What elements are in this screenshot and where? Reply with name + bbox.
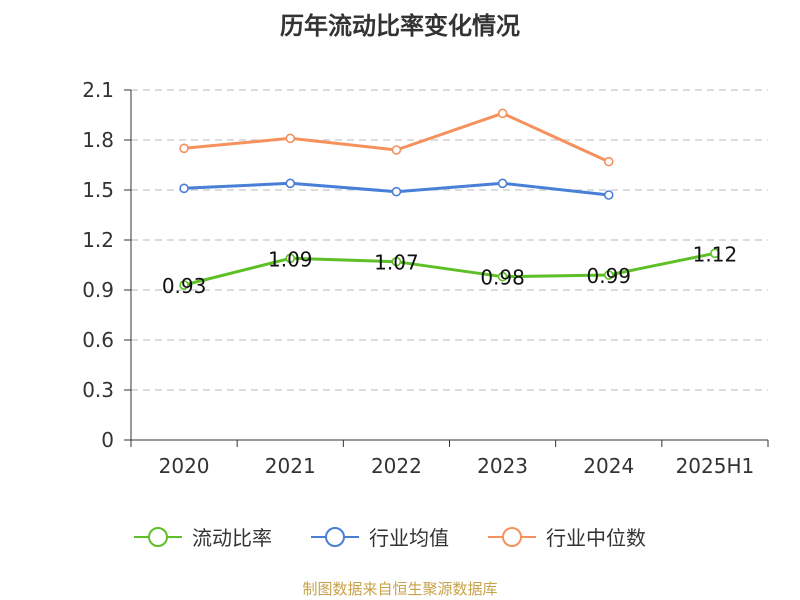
data-point[interactable]	[179, 280, 189, 290]
y-tick-label: 2.1	[82, 78, 114, 102]
data-labels: 0.93 1.09 1.07 0.98 0.99 1.12	[162, 242, 737, 298]
legend-marker	[148, 527, 168, 547]
data-point[interactable]	[391, 186, 402, 197]
legend-label: 行业中位数	[546, 526, 646, 550]
chart-title: 历年流动比率变化情况	[280, 12, 520, 40]
data-label: 0.93	[162, 274, 207, 298]
x-tick-label: 2025H1	[676, 454, 755, 478]
y-tick-label: 0	[101, 428, 114, 452]
data-point[interactable]	[179, 143, 189, 154]
data-point[interactable]	[391, 145, 402, 155]
x-tick-label: 2020	[159, 454, 210, 478]
y-tick-label: 1.8	[82, 128, 114, 152]
data-point[interactable]	[285, 178, 296, 189]
data-point[interactable]	[603, 156, 614, 167]
legend[interactable]: 流动比率 行业均值 行业中位数	[134, 526, 646, 550]
data-label: 1.09	[268, 247, 313, 271]
x-tick-label: 2023	[477, 454, 528, 478]
legend-item[interactable]: 行业中位数	[488, 526, 646, 550]
series-group	[179, 108, 720, 290]
y-tick-label: 0.6	[82, 328, 114, 352]
grid	[131, 89, 768, 391]
legend-label: 行业均值	[369, 526, 449, 550]
data-label: 1.12	[693, 242, 738, 266]
y-tick-label: 0.9	[82, 278, 114, 302]
data-label: 0.99	[586, 264, 631, 288]
legend-label: 流动比率	[192, 526, 272, 550]
series-line	[183, 251, 716, 287]
y-tick-label: 1.2	[82, 228, 114, 252]
data-point[interactable]	[603, 190, 614, 200]
data-point[interactable]	[603, 270, 614, 280]
data-point[interactable]	[179, 183, 189, 194]
legend-marker	[502, 527, 522, 547]
y-tick-label: 1.5	[82, 178, 114, 202]
legend-marker	[325, 527, 345, 547]
x-tick-label: 2024	[583, 454, 634, 478]
data-point[interactable]	[710, 248, 720, 259]
data-point[interactable]	[497, 108, 508, 119]
data-point[interactable]	[497, 271, 508, 282]
x-tick-label: 2021	[265, 454, 316, 478]
legend-item[interactable]: 行业均值	[311, 526, 449, 550]
data-label: 1.07	[374, 251, 419, 275]
data-point[interactable]	[285, 253, 296, 264]
data-point[interactable]	[391, 256, 402, 267]
axes: 0 0.3 0.6 0.9 1.2 1.5 1.8 2.1 2020 2021 2022 2023 20…	[82, 78, 769, 478]
data-point[interactable]	[497, 178, 508, 189]
legend-item[interactable]: 流动比率	[134, 526, 272, 550]
x-tick-label: 2022	[371, 454, 422, 478]
data-label: 0.98	[480, 266, 525, 290]
y-tick-label: 0.3	[82, 378, 114, 402]
source-note: 制图数据来自恒生聚源数据库	[302, 580, 497, 598]
data-point[interactable]	[285, 133, 296, 144]
